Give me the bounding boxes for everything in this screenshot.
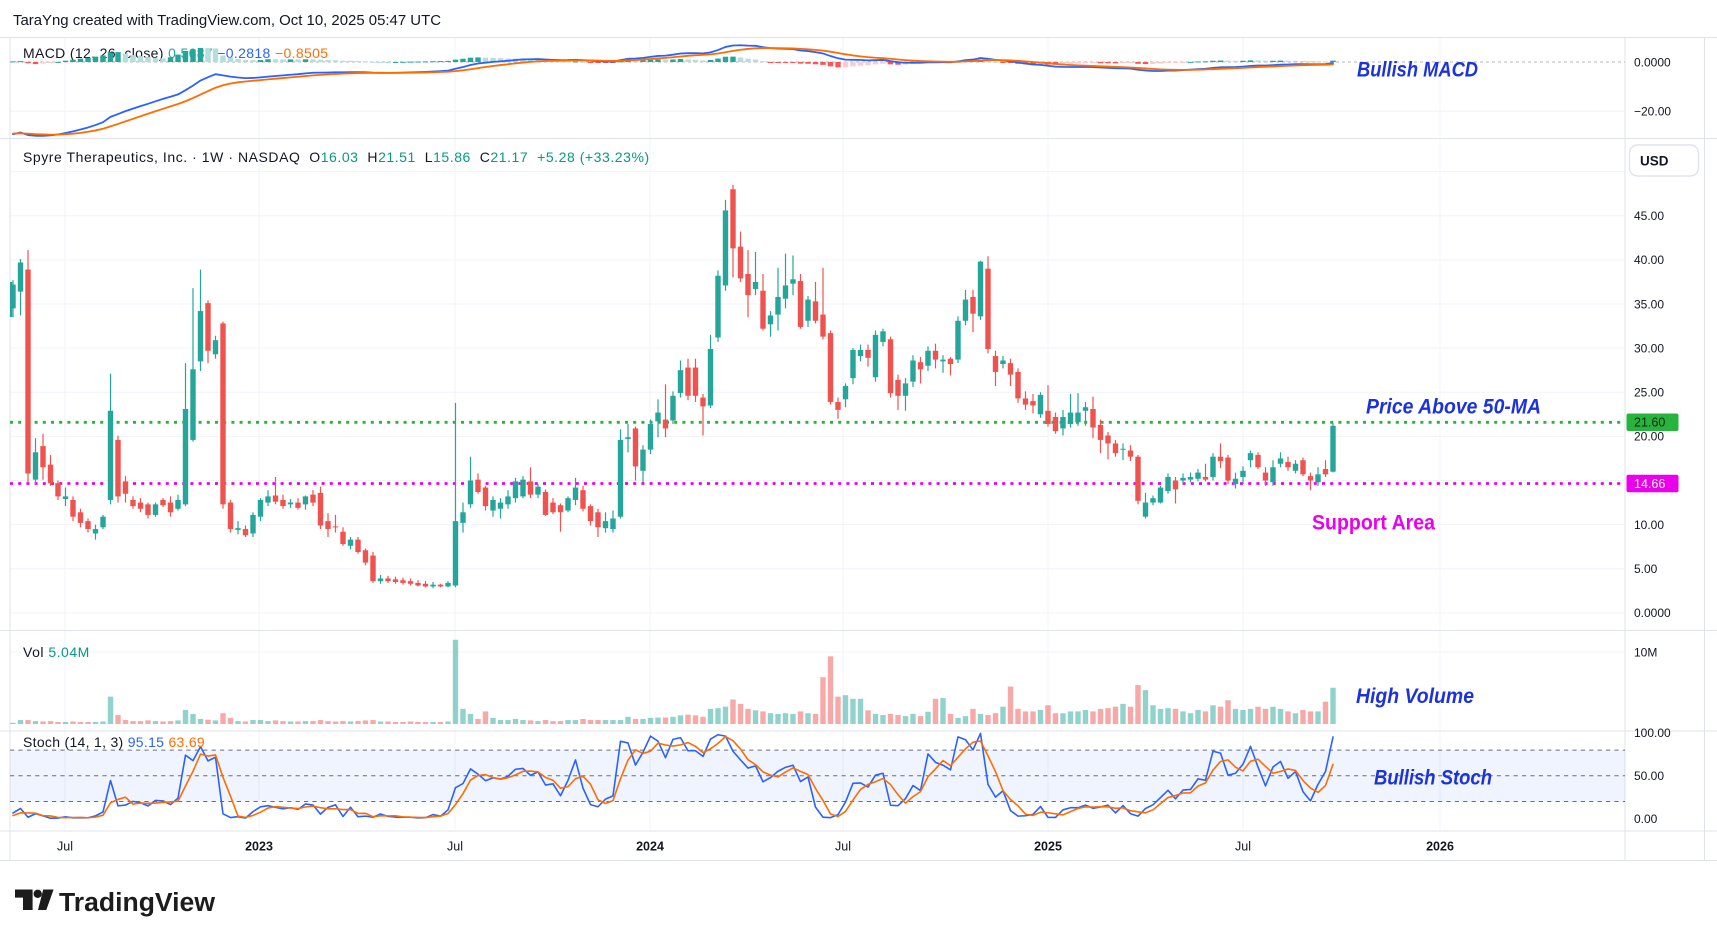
svg-text:Stoch (14, 1, 3) 95.15 63.69: Stoch (14, 1, 3) 95.15 63.69: [23, 734, 205, 750]
svg-text:10M: 10M: [1634, 645, 1657, 659]
svg-text:0.0000: 0.0000: [1634, 55, 1671, 69]
svg-text:Vol 5.04M: Vol 5.04M: [23, 644, 90, 660]
svg-text:2024: 2024: [636, 840, 664, 854]
svg-text:2026: 2026: [1426, 840, 1454, 854]
svg-text:35.00: 35.00: [1634, 297, 1664, 311]
svg-text:14.66: 14.66: [1634, 477, 1665, 491]
svg-text:Bullish MACD: Bullish MACD: [1357, 59, 1478, 82]
svg-text:Bullish Stoch: Bullish Stoch: [1374, 767, 1492, 790]
svg-text:Jul: Jul: [835, 840, 851, 854]
svg-text:Price Above 50-MA: Price Above 50-MA: [1366, 396, 1541, 419]
svg-text:Jul: Jul: [57, 840, 73, 854]
svg-text:Jul: Jul: [447, 840, 463, 854]
svg-text:0.0000: 0.0000: [1634, 606, 1671, 620]
svg-text:TradingView: TradingView: [59, 889, 215, 917]
svg-text:25.00: 25.00: [1634, 386, 1664, 400]
svg-text:High Volume: High Volume: [1356, 685, 1474, 708]
svg-text:21.60: 21.60: [1634, 416, 1665, 430]
svg-text:45.00: 45.00: [1634, 209, 1664, 223]
svg-text:5.00: 5.00: [1634, 562, 1658, 576]
svg-text:50.00: 50.00: [1634, 769, 1664, 783]
svg-text:TaraYng created with TradingVi: TaraYng created with TradingView.com, Oc…: [13, 12, 441, 29]
svg-text:−20.00: −20.00: [1634, 105, 1671, 119]
svg-text:30.00: 30.00: [1634, 341, 1664, 355]
svg-text:Support Area: Support Area: [1312, 512, 1435, 535]
svg-text:2023: 2023: [245, 840, 273, 854]
svg-text:Spyre Therapeutics, Inc. · 1W: Spyre Therapeutics, Inc. · 1W · NASDAQ O…: [23, 149, 650, 165]
svg-text:20.00: 20.00: [1634, 430, 1664, 444]
svg-text:100.00: 100.00: [1634, 726, 1671, 740]
svg-text:USD: USD: [1640, 154, 1669, 169]
svg-text:10.00: 10.00: [1634, 518, 1664, 532]
svg-text:2025: 2025: [1034, 840, 1062, 854]
svg-text:0.00: 0.00: [1634, 812, 1658, 826]
svg-text:Jul: Jul: [1235, 840, 1251, 854]
svg-text:40.00: 40.00: [1634, 253, 1664, 267]
